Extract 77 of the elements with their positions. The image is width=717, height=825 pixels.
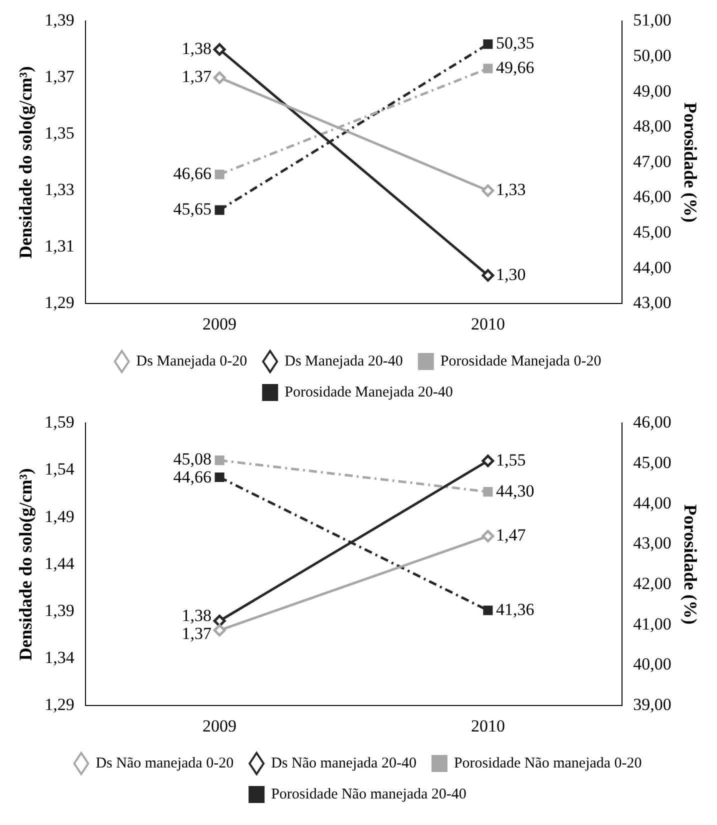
point	[214, 170, 224, 180]
x-tick-label: 2010	[470, 314, 505, 334]
point	[483, 64, 493, 74]
data-label: 1,37	[182, 624, 212, 644]
x-tick-label: 2010	[470, 716, 505, 736]
y2-tick-label: 49,00	[633, 81, 672, 100]
y2-tick-label: 41,00	[633, 614, 672, 634]
y-tick-label: 1,44	[44, 554, 75, 573]
point	[483, 39, 493, 49]
point	[213, 71, 226, 84]
point	[482, 269, 494, 282]
data-label: 1,38	[182, 606, 212, 626]
legend-label: Porosidade Manejada 0-20	[440, 353, 602, 370]
y-tick-label: 1,35	[44, 124, 74, 143]
data-label: 1,30	[496, 264, 526, 284]
y-tick-label: 1,29	[44, 695, 74, 714]
data-label: 45,65	[173, 200, 212, 219]
y2-tick-label: 45,00	[633, 222, 672, 242]
data-label: 46,66	[173, 164, 212, 183]
point	[482, 184, 494, 197]
y2-tick-label: 46,00	[633, 412, 672, 432]
y-tick-label: 1,37	[44, 67, 75, 86]
legend-label: Ds Não manejada 20-40	[271, 755, 416, 772]
y2-tick-label: 40,00	[633, 654, 672, 674]
data-label: 50,35	[496, 34, 534, 53]
y-tick-label: 1,31	[44, 236, 74, 256]
point	[482, 454, 494, 468]
point	[483, 606, 493, 616]
data-label: 49,66	[496, 58, 534, 77]
data-label: 1,55	[496, 450, 526, 470]
y-tick-label: 1,54	[44, 460, 75, 479]
legend-label: Ds Não manejada 0-20	[96, 755, 234, 772]
point	[214, 472, 224, 482]
y2-tick-label: 44,00	[633, 493, 672, 512]
y2-tick-label: 47,00	[633, 152, 672, 171]
y2-tick-label: 45,00	[633, 453, 672, 472]
data-label: 1,38	[182, 38, 212, 58]
point	[482, 530, 494, 542]
x-tick-label: 2009	[202, 314, 237, 334]
y2-tick-label: 51,00	[633, 10, 672, 30]
data-label: 1,33	[496, 180, 526, 200]
y2-tick-label: 43,00	[633, 534, 672, 553]
y2-tick-label: 43,00	[633, 293, 672, 312]
legend-label: Porosidade Não manejada 20-40	[271, 786, 466, 802]
point	[214, 205, 224, 215]
y-tick-label: 1,39	[44, 10, 74, 30]
point	[483, 487, 493, 497]
y-tick-label: 1,39	[44, 600, 74, 620]
y2-axis-title: Porosidade (%)	[680, 504, 701, 624]
y2-tick-label: 39,00	[633, 695, 672, 714]
y-tick-label: 1,33	[44, 180, 74, 200]
y-tick-label: 1,34	[44, 648, 75, 667]
data-label: 1,37	[182, 67, 212, 86]
y2-tick-label: 44,00	[633, 258, 672, 277]
y-tick-label: 1,59	[44, 412, 74, 432]
y-tick-label: 1,29	[44, 293, 74, 312]
data-label: 45,08	[173, 449, 212, 468]
data-label: 1,47	[496, 526, 526, 545]
point	[213, 43, 226, 56]
y2-tick-label: 42,00	[633, 574, 672, 594]
legend-label: Porosidade Manejada 20-40	[284, 384, 453, 400]
legend-label: Ds Manejada 20-40	[284, 353, 403, 370]
y-tick-label: 1,49	[44, 506, 74, 526]
legend-label: Porosidade Não manejada 0-20	[454, 755, 642, 772]
data-label: 44,66	[173, 467, 212, 486]
data-label: 44,30	[496, 481, 534, 500]
point	[214, 456, 224, 466]
y2-tick-label: 46,00	[633, 187, 672, 206]
y-axis-title: Densidade do solo(g/cm³)	[15, 468, 36, 661]
legend-label: Ds Manejada 0-20	[136, 353, 248, 370]
point	[213, 624, 226, 637]
x-tick-label: 2009	[202, 716, 237, 736]
y2-tick-label: 50,00	[633, 46, 672, 65]
y2-tick-label: 48,00	[633, 116, 672, 136]
y2-axis-title: Porosidade (%)	[680, 102, 701, 222]
y-axis-title: Densidade do solo(g/cm³)	[15, 66, 36, 259]
data-label: 41,36	[496, 600, 534, 619]
